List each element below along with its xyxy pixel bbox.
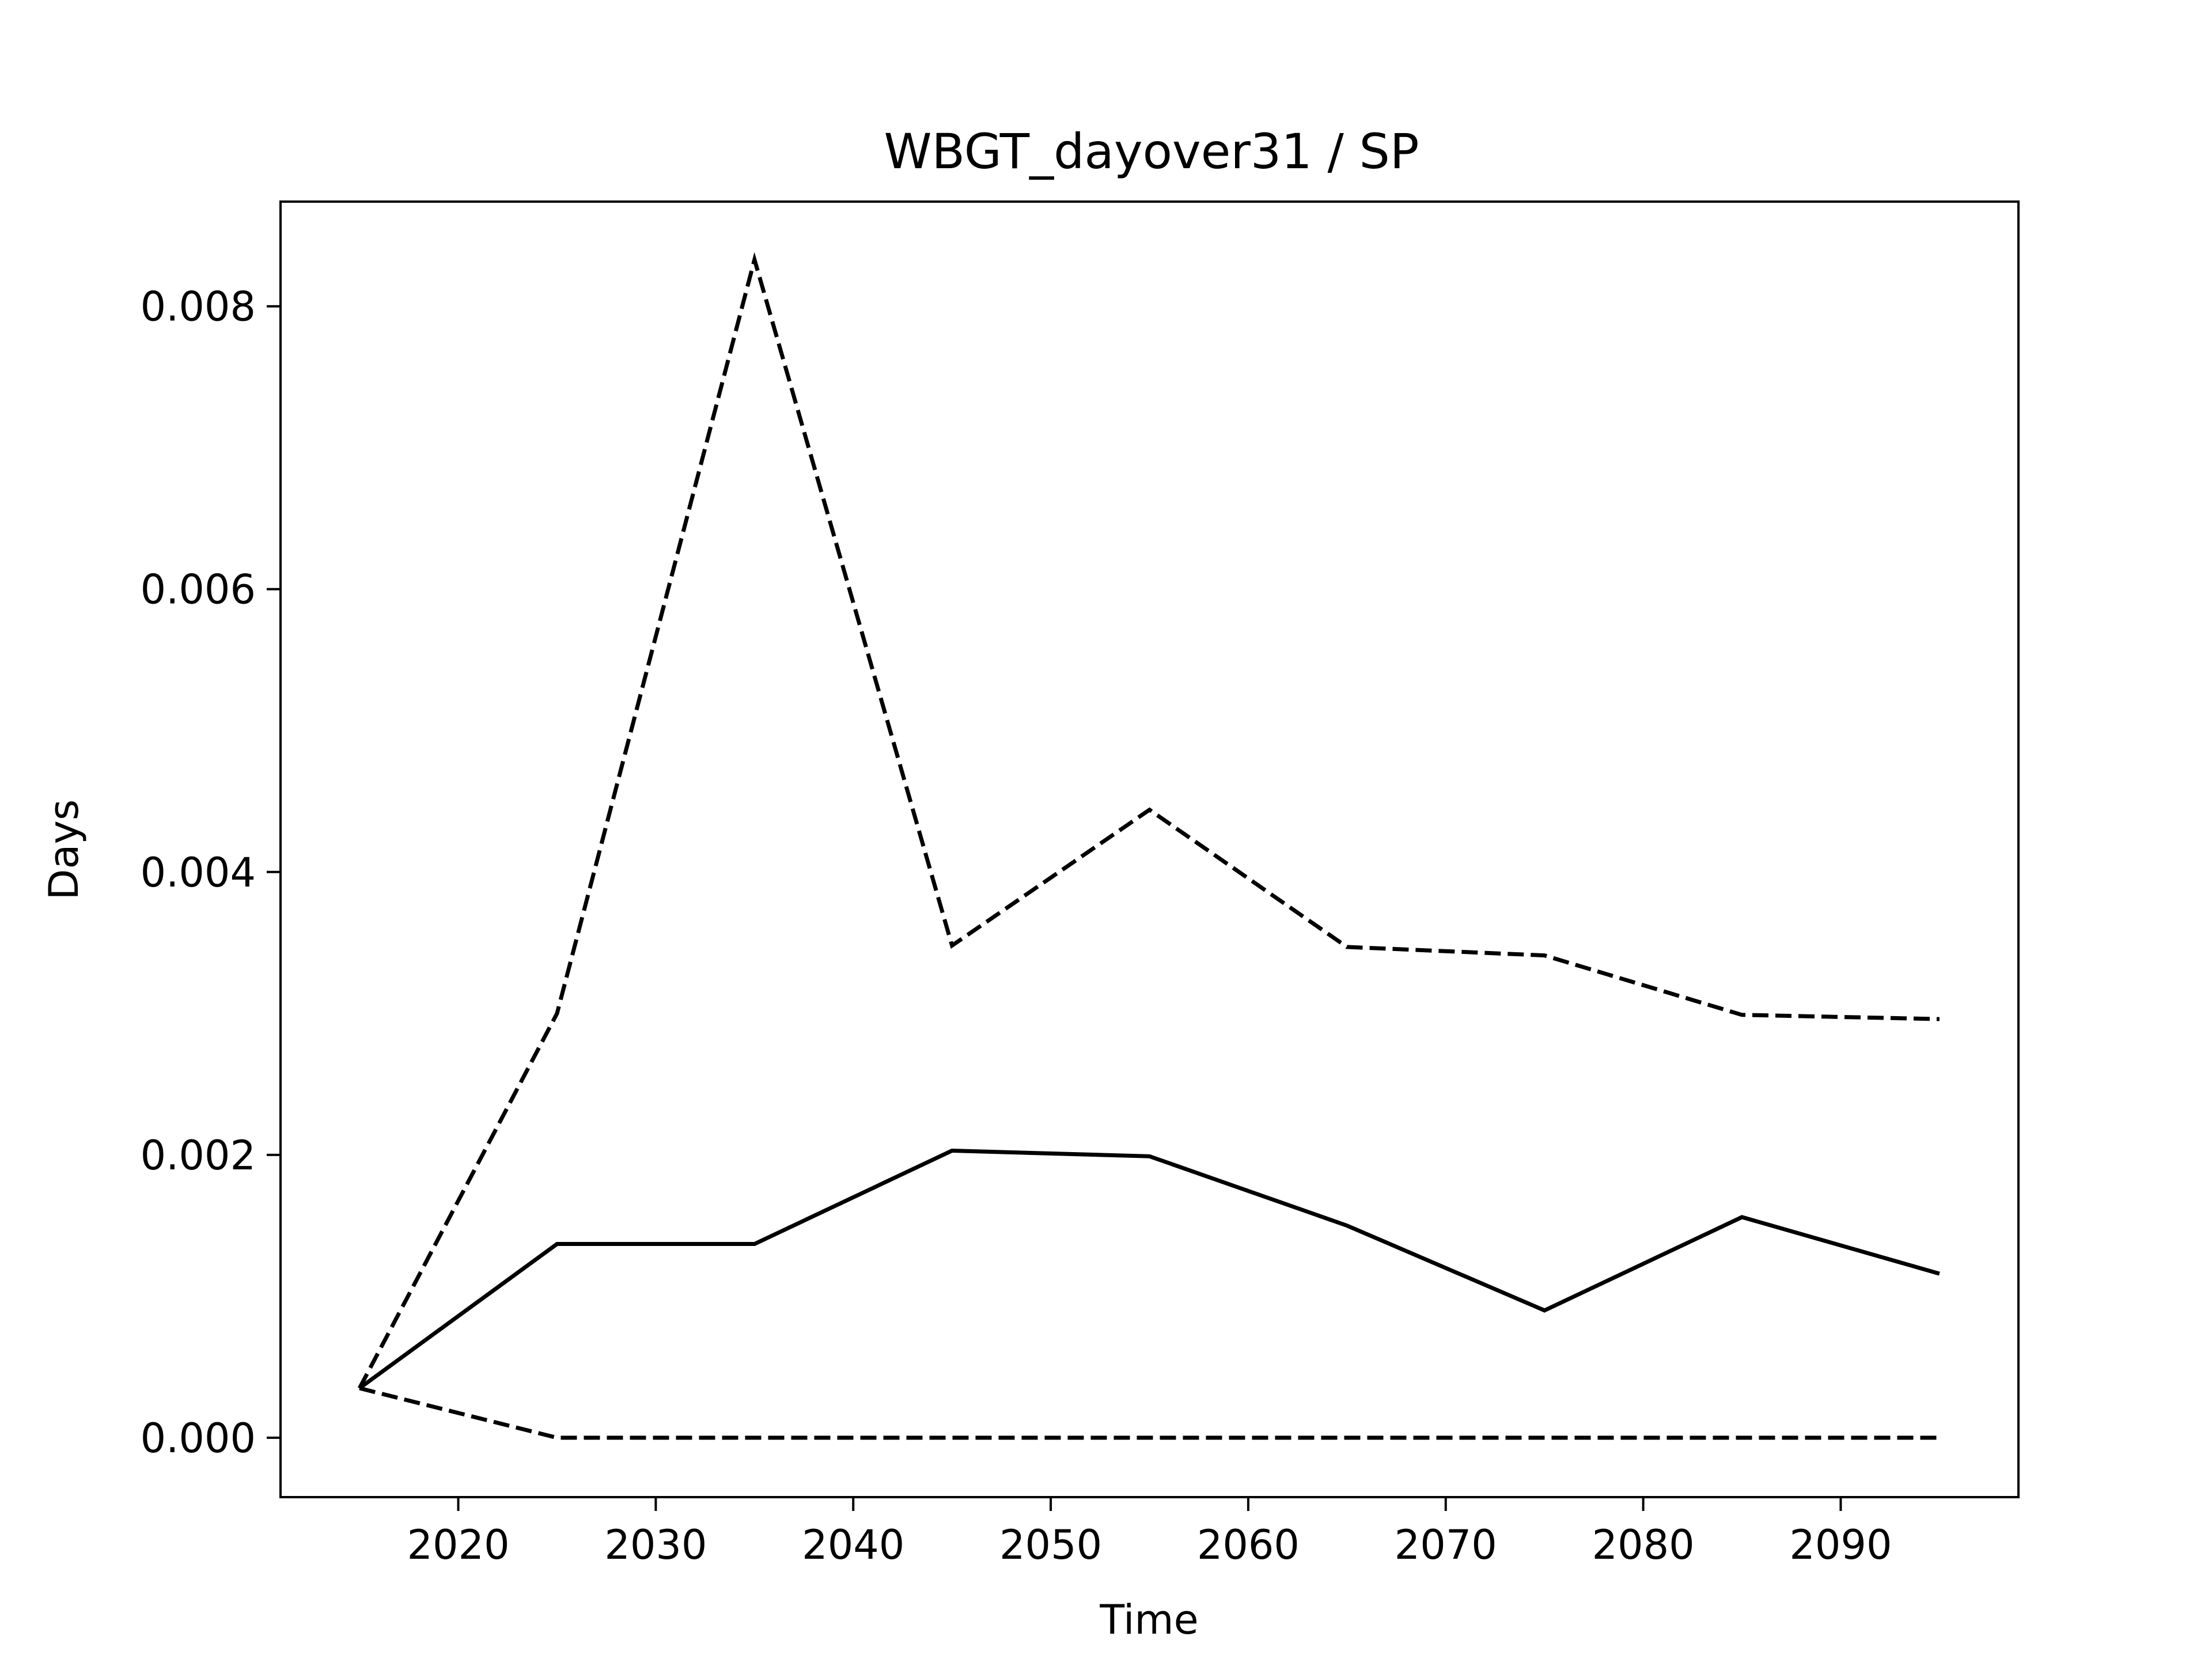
plot-area-frame [279,200,2020,1498]
series-line-2 [358,252,1940,1389]
x-tick-label: 2070 [1395,1521,1497,1569]
x-axis-label: Time [1099,1596,1198,1643]
series-line-1 [358,1148,1940,1390]
x-tick-label: 2080 [1592,1521,1695,1569]
x-tick-label: 2060 [1197,1521,1300,1569]
y-tick-label: 0.004 [141,849,256,896]
y-tick-label: 0.000 [141,1415,256,1462]
series-line-3 [359,1386,1940,1440]
y-axis-label: Days [40,800,88,900]
x-tick-label: 2020 [407,1521,509,1569]
y-tick-label: 0.006 [141,566,256,613]
x-tick-label: 2030 [604,1521,707,1569]
x-axis-ticks: 2020 2030 2040 2050 2060 2070 2080 2090 [407,1497,1892,1569]
x-tick-label: 2050 [999,1521,1102,1569]
y-axis-ticks: 0.000 0.002 0.004 0.006 0.008 [141,283,281,1462]
x-tick-label: 2090 [1789,1521,1892,1569]
x-tick-label: 2040 [802,1521,904,1569]
y-tick-label: 0.002 [141,1132,256,1179]
series-layer [358,252,1940,1440]
chart-title: WBGT_dayover31 / SP [884,123,1419,180]
y-tick-label: 0.008 [141,283,256,331]
